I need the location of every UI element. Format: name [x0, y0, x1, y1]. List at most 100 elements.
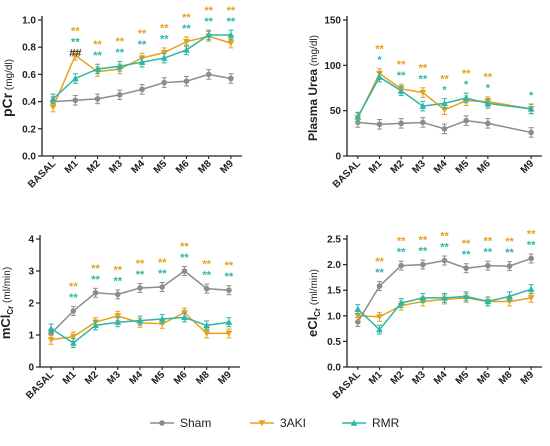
data-point [376, 73, 383, 80]
data-point [139, 86, 145, 93]
data-point [398, 262, 404, 269]
y-tick-label: 4 [28, 235, 34, 246]
significance-marker: ** [462, 249, 471, 261]
significance-marker: ** [527, 228, 536, 240]
x-tick-label: M4 [432, 369, 450, 387]
data-point [376, 283, 383, 289]
significance-marker: ** [419, 246, 428, 258]
y-tick-label: 1.5 [327, 286, 341, 297]
data-point [181, 268, 188, 274]
significance-marker: ** [69, 292, 78, 304]
significance-marker: ** [71, 25, 80, 37]
x-tick-label: M5 [152, 158, 170, 176]
data-point [506, 298, 513, 305]
significance-marker: * [442, 84, 447, 96]
data-point [420, 261, 426, 268]
data-point [92, 289, 99, 296]
data-point [203, 330, 211, 337]
data-point [205, 31, 213, 38]
significance-marker: ** [375, 43, 384, 55]
data-point [463, 117, 469, 124]
y-tick-label: 2.5 [327, 235, 341, 246]
significance-annotations: ##************ **** **** **** ******** [69, 5, 236, 62]
y-tick-label: 2.0 [327, 260, 341, 271]
chart-panel-4: 0.0 0.5 1.0 1.5 2.0 2.5 BASAL M1 M2 M3 M4 M5 M6 M8 M9 e… [305, 228, 542, 401]
significance-marker: ** [397, 59, 406, 71]
x-tick-label: M3 [107, 158, 125, 176]
data-point [203, 322, 211, 329]
significance-marker: ** [419, 235, 428, 247]
data-point [92, 322, 99, 329]
legend-item-3aki: 3AKI [250, 416, 306, 430]
significance-marker: ** [204, 5, 213, 17]
data-point [116, 92, 123, 98]
data-point [376, 121, 383, 128]
data-point [463, 265, 469, 271]
significance-marker: ** [180, 241, 189, 253]
data-point [441, 257, 448, 264]
x-tick-label: M8 [497, 369, 515, 387]
significance-marker: ** [180, 252, 189, 264]
y-tick-label: 0.0 [22, 152, 36, 163]
data-point [441, 294, 448, 301]
significance-marker: ** [91, 263, 100, 275]
x-tick-label: M4 [130, 158, 148, 176]
data-point [419, 89, 427, 96]
x-tick-label: M5 [454, 369, 472, 387]
series-sham [355, 253, 534, 327]
significance-marker: ** [440, 231, 449, 243]
x-tick-label: M1 [61, 369, 79, 387]
significance-marker: ** [113, 264, 122, 276]
data-point [376, 326, 383, 333]
y-tick-label: 0.2 [22, 124, 36, 135]
y-tick-label: 0.8 [22, 43, 36, 54]
y-axis-label: eClCr (ml/min) [305, 269, 322, 337]
data-point [441, 100, 448, 107]
significance-marker: ** [505, 247, 514, 259]
significance-marker: ** [227, 16, 236, 28]
significance-marker: ** [505, 236, 514, 248]
significance-marker: ** [462, 238, 471, 250]
data-point [71, 52, 79, 59]
series-line [357, 119, 532, 134]
significance-marker: ## [69, 47, 81, 59]
data-point [397, 299, 405, 306]
significance-marker: ** [225, 271, 234, 283]
data-point [47, 325, 55, 332]
x-tick-label: M1 [367, 158, 385, 176]
data-point [441, 126, 448, 132]
data-point [420, 119, 426, 126]
data-point [527, 105, 535, 112]
data-point [138, 58, 146, 65]
x-tick-label: M6 [475, 158, 493, 176]
significance-marker: * [377, 54, 382, 66]
data-point [227, 31, 235, 38]
data-point [354, 305, 362, 312]
y-tick-label: 100 [324, 61, 341, 72]
data-point [225, 318, 233, 325]
series-line [357, 76, 532, 118]
y-axis-label: Plasma Urea (mg/dl) [306, 35, 320, 141]
significance-marker: ** [115, 47, 124, 59]
x-tick-label: M3 [410, 158, 428, 176]
data-point [225, 330, 233, 337]
x-tick-label: M1 [367, 369, 385, 387]
x-tick-label: M6 [174, 158, 192, 176]
data-point [69, 339, 77, 346]
x-tick-label: M8 [194, 369, 212, 387]
x-tick-label: M3 [410, 369, 428, 387]
significance-marker: ** [375, 256, 384, 268]
data-point [484, 100, 492, 107]
y-tick-label: 0.5 [327, 337, 341, 348]
significance-marker: ** [419, 63, 428, 75]
x-tick-label: M6 [172, 369, 190, 387]
x-tick-label: M2 [389, 158, 407, 176]
data-point [485, 262, 491, 269]
data-point [183, 39, 190, 46]
significance-marker: ** [227, 5, 236, 17]
chart-panel-3: 0 1 2 3 4 BASAL M1 M2 M3 M4 M5 M6 M8 M9 mClCr (ml/min)… [0, 235, 240, 401]
data-point [69, 333, 77, 340]
x-tick-label: M9 [519, 158, 537, 176]
data-point [354, 113, 362, 120]
